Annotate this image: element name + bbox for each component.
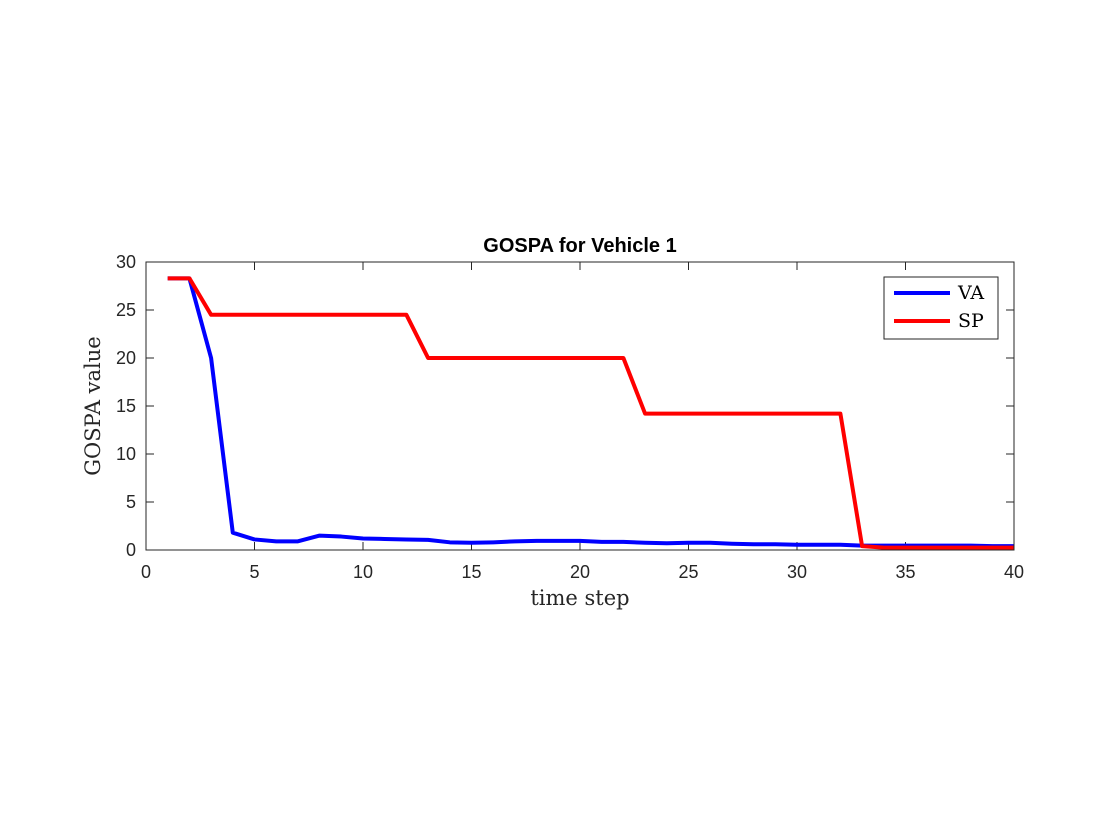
y-axis: 0 5 10 15 20 25 30 — [116, 252, 1014, 560]
y-tick-label: 20 — [116, 348, 136, 368]
x-tick-label: 15 — [461, 562, 481, 582]
legend-label-va: VA — [957, 282, 984, 304]
x-tick-label: 35 — [895, 562, 915, 582]
x-tick-label: 30 — [787, 562, 807, 582]
y-axis-label: GOSPA value — [81, 336, 105, 475]
x-axis-label: time step — [530, 586, 629, 610]
x-tick-label: 5 — [249, 562, 259, 582]
plot-area — [145, 261, 1015, 551]
x-axis: 0 5 10 15 20 25 30 35 40 — [141, 262, 1024, 582]
y-tick-label: 10 — [116, 444, 136, 464]
x-tick-label: 0 — [141, 562, 151, 582]
series-layer — [167, 276, 1014, 550]
legend-box — [883, 276, 999, 340]
x-tick-label: 20 — [570, 562, 590, 582]
series-line-sp — [167, 276, 1014, 550]
axes-frame — [145, 261, 1015, 551]
legend: VA SP — [883, 276, 999, 340]
x-tick-label: 10 — [353, 562, 373, 582]
legend-label-sp: SP — [958, 310, 984, 332]
y-tick-label: 5 — [126, 492, 136, 512]
chart-title: GOSPA for Vehicle 1 — [483, 235, 676, 257]
x-tick-label: 40 — [1004, 562, 1024, 582]
y-tick-label: 30 — [116, 252, 136, 272]
x-tick-label: 25 — [678, 562, 698, 582]
y-tick-label: 25 — [116, 300, 136, 320]
y-tick-label: 0 — [126, 540, 136, 560]
axes-box — [145, 261, 1015, 551]
y-tick-label: 15 — [116, 396, 136, 416]
